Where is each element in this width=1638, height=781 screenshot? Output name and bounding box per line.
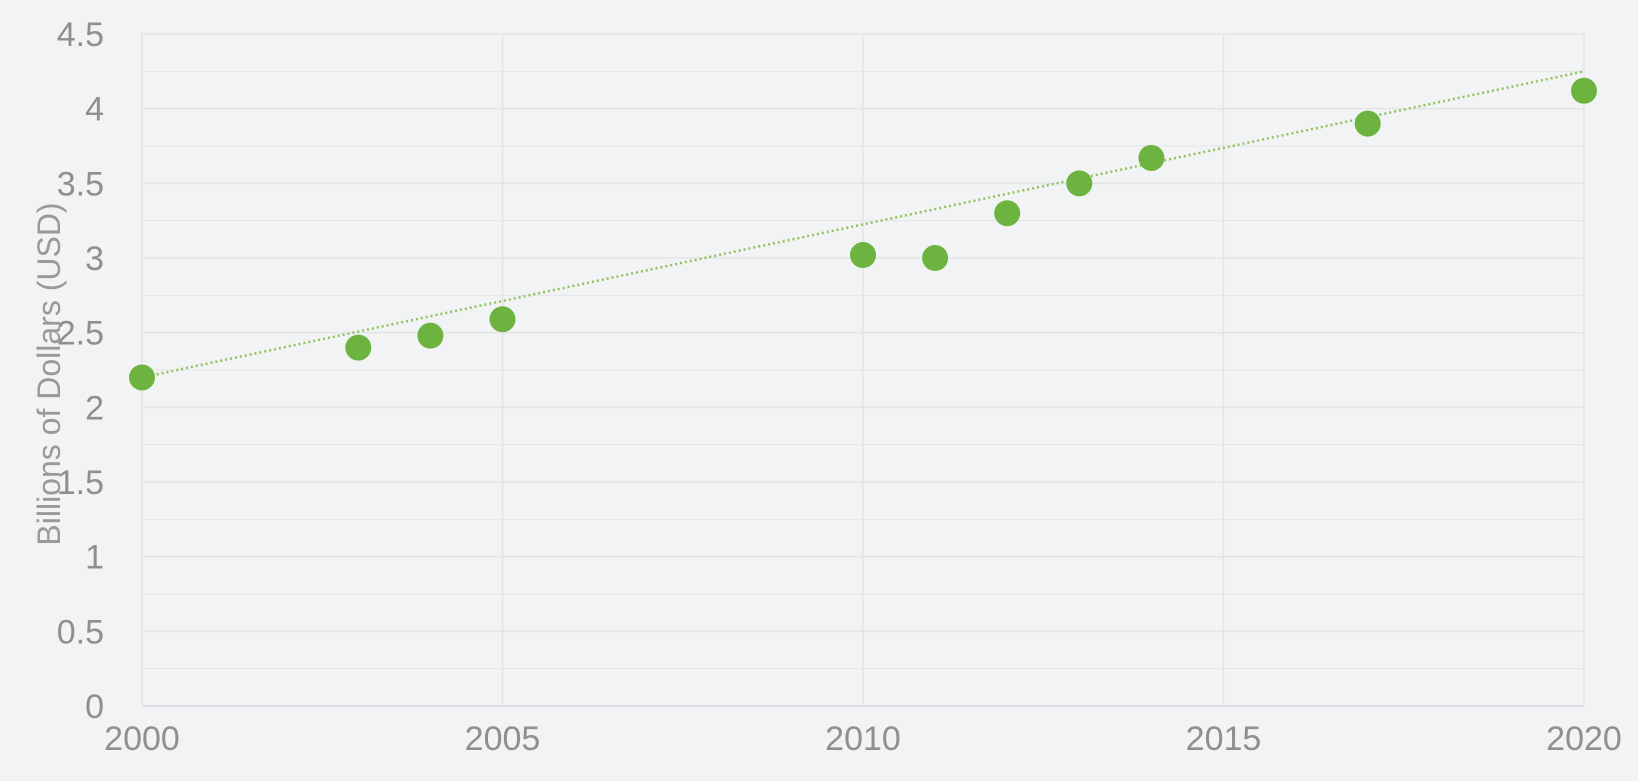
data-point[interactable]: [1571, 77, 1597, 104]
data-point[interactable]: [1066, 170, 1093, 197]
data-point[interactable]: [1354, 110, 1381, 137]
y-tick-label: 4.5: [57, 16, 104, 54]
x-axis-ticks: 2000 2005 2010 2015 2020: [104, 720, 1622, 758]
y-tick-label: 0: [85, 688, 104, 726]
x-tick-label: 2000: [104, 720, 180, 758]
trendline: [141, 70, 1585, 379]
y-tick-label: 2: [85, 389, 104, 427]
y-tick-label: 4: [85, 91, 104, 129]
data-point[interactable]: [345, 334, 372, 361]
data-point[interactable]: [994, 200, 1021, 227]
data-point[interactable]: [922, 245, 949, 271]
data-points: [129, 77, 1597, 391]
data-point[interactable]: [1138, 144, 1165, 171]
x-tick-label: 2010: [825, 720, 901, 758]
data-point[interactable]: [417, 322, 444, 349]
x-tick-label: 2015: [1186, 720, 1262, 758]
x-tick-label: 2005: [465, 720, 541, 758]
y-tick-label: 1: [85, 539, 104, 577]
y-tick-label: 3.5: [57, 165, 104, 203]
x-tick-label: 2020: [1546, 720, 1622, 758]
y-tick-label: 2.5: [57, 315, 104, 353]
y-tick-label: 0.5: [57, 613, 104, 651]
data-point[interactable]: [489, 306, 516, 333]
data-point[interactable]: [129, 364, 155, 391]
trendline-group: [141, 70, 1585, 379]
y-axis-ticks: 0 0.5 1 1.5 2 2.5 3 3.5 4 4.5: [57, 16, 104, 726]
y-tick-label: 3: [85, 240, 104, 278]
y-tick-label: 1.5: [57, 464, 104, 502]
data-point[interactable]: [850, 242, 876, 269]
y-axis-title: Billions of Dollars (USD): [31, 202, 67, 545]
